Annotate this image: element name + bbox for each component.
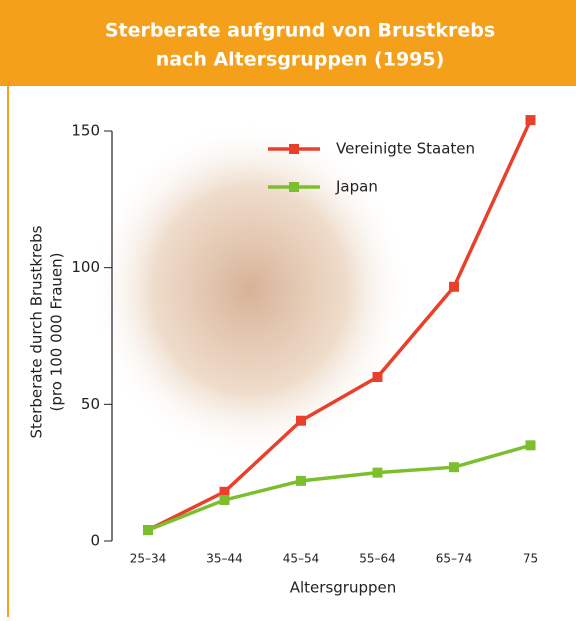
point — [143, 525, 153, 536]
point — [525, 115, 536, 126]
legend-marker — [289, 144, 299, 154]
point — [449, 281, 459, 292]
x-tick-label: 35–44 — [206, 552, 243, 566]
x-tick-label: 55–64 — [359, 552, 396, 566]
chart-title: Sterberate aufgrund von Brustkrebs — [105, 20, 495, 42]
series-line — [147, 443, 531, 532]
y-tick-label: 100 — [71, 258, 100, 276]
point — [372, 467, 383, 478]
x-tick-label: 65–74 — [436, 552, 473, 566]
x-tick-label: 75 — [523, 552, 538, 566]
x-tick-label: 45–54 — [283, 552, 320, 566]
y-tick-label: 50 — [81, 395, 100, 413]
point — [449, 462, 459, 473]
legend-label: Vereinigte Staaten — [336, 140, 475, 158]
y-axis-label: (pro 100 000 Frauen) — [48, 253, 66, 412]
title-band — [0, 0, 576, 86]
legend-label: Japan — [335, 178, 378, 196]
point — [525, 440, 536, 451]
x-tick-label: 25–34 — [130, 552, 167, 566]
point — [219, 495, 230, 505]
point — [296, 475, 306, 486]
y-tick-label: 150 — [71, 122, 100, 140]
y-axis-label: Sterberate durch Brustkrebs — [28, 225, 46, 438]
series-line — [147, 119, 533, 532]
photo — [90, 120, 410, 460]
x-axis-label: Altersgruppen — [290, 579, 397, 597]
point — [219, 486, 230, 497]
point — [296, 415, 306, 426]
y-tick-label: 0 — [90, 532, 100, 550]
legend-marker — [289, 182, 299, 192]
point — [372, 372, 383, 382]
chart-title: nach Altersgruppen (1995) — [156, 49, 445, 71]
